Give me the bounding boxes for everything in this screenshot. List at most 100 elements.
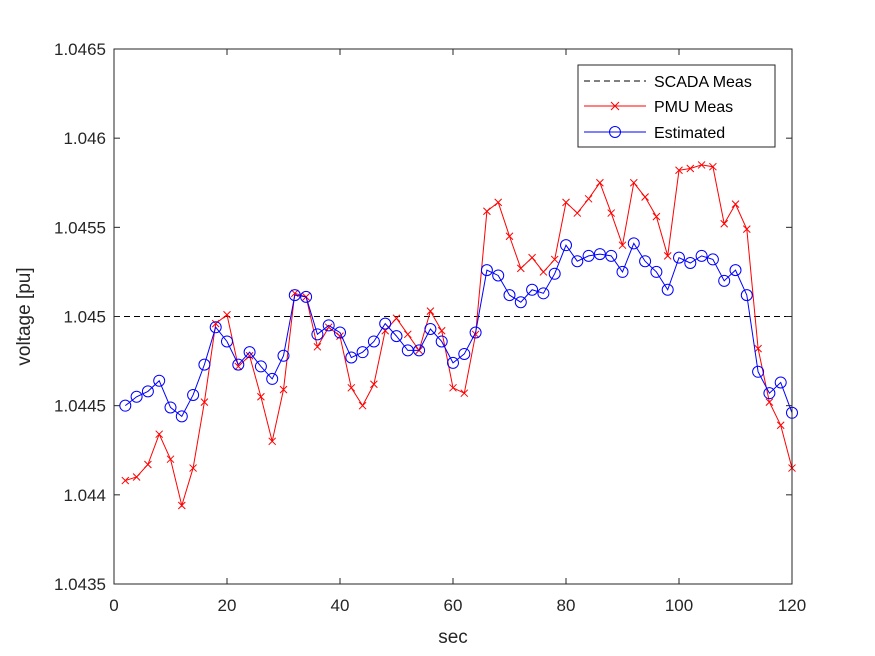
data-point-pmu-meas (426, 307, 435, 316)
data-point-estimated (774, 376, 787, 389)
data-point-estimated (187, 388, 200, 401)
data-point-estimated (605, 249, 618, 262)
data-point-estimated (627, 237, 640, 250)
data-point-estimated (209, 321, 222, 334)
data-point-pmu-meas (483, 207, 491, 216)
x-tick-label: 20 (218, 596, 237, 615)
data-point-estimated (277, 349, 290, 362)
data-point-estimated (130, 390, 143, 403)
x-tick-label: 120 (778, 596, 806, 615)
data-point-pmu-meas (313, 342, 322, 351)
data-point-estimated (492, 269, 505, 282)
data-point-pmu-meas (155, 430, 164, 439)
data-point-estimated (480, 264, 493, 277)
data-point-pmu-meas (189, 464, 197, 472)
data-point-pmu-meas (144, 460, 152, 469)
data-point-pmu-meas (358, 401, 367, 410)
data-point-pmu-meas (539, 268, 548, 276)
data-point-pmu-meas (652, 212, 661, 221)
data-point-estimated (752, 365, 765, 378)
data-point-estimated (718, 274, 731, 287)
data-point-estimated (153, 374, 166, 387)
data-point-estimated (266, 372, 279, 385)
data-point-pmu-meas (505, 232, 514, 241)
data-point-estimated (469, 326, 482, 339)
y-tick-label: 1.0455 (54, 218, 106, 237)
data-point-estimated (684, 257, 697, 269)
data-point-pmu-meas (776, 421, 785, 430)
data-point-pmu-meas (460, 389, 469, 398)
data-point-estimated (413, 344, 426, 357)
data-point-pmu-meas (449, 383, 457, 392)
data-point-pmu-meas (121, 476, 130, 485)
data-point-estimated (367, 335, 380, 348)
data-point-estimated (526, 283, 539, 296)
data-point-pmu-meas (200, 398, 209, 406)
data-point-estimated (503, 289, 516, 302)
data-point-pmu-meas (245, 351, 254, 360)
data-point-estimated (254, 360, 267, 373)
data-point-estimated (232, 358, 245, 371)
data-point-pmu-meas (234, 362, 243, 371)
data-point-pmu-meas (584, 194, 593, 203)
data-point-estimated (243, 346, 256, 359)
data-point-estimated (514, 296, 527, 309)
data-point-pmu-meas (257, 392, 265, 401)
data-point-estimated (288, 289, 301, 302)
data-point-pmu-meas (494, 198, 503, 207)
data-point-pmu-meas (720, 219, 729, 228)
data-point-pmu-meas (742, 225, 751, 233)
data-point-estimated (198, 358, 211, 371)
data-point-pmu-meas (437, 326, 446, 335)
legend-label-scada-meas: SCADA Meas (654, 74, 752, 91)
data-point-estimated (548, 267, 561, 280)
data-point-pmu-meas (403, 330, 412, 339)
data-point-pmu-meas (754, 344, 762, 353)
data-point-estimated (650, 265, 663, 278)
data-point-estimated (706, 253, 719, 266)
data-point-pmu-meas (177, 501, 186, 510)
data-point-pmu-meas (132, 473, 141, 481)
data-point-estimated (582, 249, 595, 262)
data-point-estimated (322, 319, 335, 332)
data-point-estimated (537, 287, 550, 300)
x-tick-label: 0 (109, 596, 118, 615)
x-axis-label: sec (438, 627, 468, 648)
data-point-pmu-meas (596, 178, 604, 187)
data-point-estimated (695, 249, 708, 262)
y-axis-label: voltage [pu] (14, 267, 35, 365)
data-point-pmu-meas (686, 164, 695, 173)
data-point-estimated (458, 347, 471, 360)
data-point-estimated (379, 317, 392, 330)
data-point-estimated (673, 251, 685, 264)
data-point-estimated (356, 346, 369, 359)
data-point-estimated (435, 335, 448, 348)
y-tick-label: 1.0465 (54, 40, 106, 59)
data-point-pmu-meas (166, 455, 175, 464)
data-point-estimated (334, 326, 346, 339)
data-point-pmu-meas (223, 310, 231, 319)
y-tick-label: 1.0445 (54, 397, 106, 416)
legend-label-pmu-meas: PMU Meas (654, 99, 733, 116)
x-tick-label: 80 (557, 596, 576, 615)
data-point-pmu-meas (675, 166, 683, 175)
data-point-pmu-meas (562, 198, 570, 207)
legend-marker-pmu-meas (610, 101, 620, 111)
series-pmu-meas (121, 161, 796, 510)
ticks-layer: 0 20 40 60 80 100 120 1.0435 1.044 1.0445 1.045 1.0… (54, 40, 806, 615)
data-point-estimated (740, 289, 753, 302)
data-point-pmu-meas (731, 200, 740, 209)
legend-label-estimated: Estimated (654, 125, 725, 142)
data-point-pmu-meas (641, 193, 649, 201)
data-point-pmu-meas (211, 319, 220, 328)
data-point-estimated (560, 239, 572, 252)
data-point-estimated (593, 248, 606, 261)
data-point-pmu-meas (663, 252, 672, 260)
data-point-estimated (311, 328, 324, 341)
data-point-estimated (300, 290, 313, 303)
data-point-pmu-meas (573, 209, 582, 217)
data-point-estimated (639, 255, 652, 268)
data-point-estimated (729, 264, 742, 277)
data-point-estimated (141, 385, 154, 398)
data-point-pmu-meas (324, 323, 333, 332)
